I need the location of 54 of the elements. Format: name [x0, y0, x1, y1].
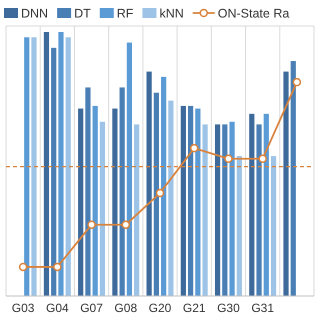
x-tick-label: G03: [12, 301, 35, 316]
bar: [92, 106, 98, 296]
bar: [180, 106, 186, 296]
bar: [58, 32, 64, 296]
bar: [270, 156, 276, 296]
bar: [112, 108, 118, 296]
bar: [236, 156, 242, 296]
bar: [134, 124, 140, 296]
bar: [146, 72, 152, 296]
bar: [249, 114, 254, 296]
x-tick-label: G07: [80, 301, 104, 316]
legend-label: RF: [116, 6, 134, 20]
x-tick-label: G08: [114, 301, 138, 316]
point: [224, 154, 233, 163]
point: [292, 78, 302, 86]
bar: [78, 108, 84, 296]
x-tick-label: G30: [217, 301, 240, 316]
legend-label: ON-State Ra: [218, 6, 290, 20]
bar: [161, 76, 166, 296]
bar: [154, 92, 159, 296]
bar: [202, 124, 208, 296]
bar: [195, 108, 200, 296]
bar: [229, 122, 235, 296]
x-tick-label: G04: [46, 301, 69, 316]
bar: [168, 100, 174, 296]
point: [258, 154, 267, 163]
bar: [51, 48, 56, 296]
bar: [290, 61, 296, 296]
bar: [188, 106, 194, 296]
point: [122, 220, 130, 229]
bar: [66, 37, 71, 296]
bar: [214, 124, 220, 296]
point: [156, 188, 164, 198]
point: [18, 262, 28, 272]
bar: [85, 87, 91, 296]
legend-label: DNN: [21, 6, 48, 20]
bar: [283, 72, 289, 296]
bar: [44, 32, 50, 296]
point: [190, 144, 198, 152]
bar: [126, 42, 132, 296]
bar: [120, 87, 125, 296]
legend-label: kNN: [159, 6, 184, 20]
point: [87, 220, 96, 229]
bar: [100, 122, 106, 296]
x-tick-label: G20: [148, 301, 172, 316]
bar: [256, 124, 262, 296]
x-tick-label: G31: [251, 301, 274, 316]
bar: [222, 124, 228, 296]
legend-label: DT: [74, 6, 92, 20]
bar: [24, 37, 30, 296]
bar: [264, 114, 269, 296]
bar: [31, 37, 37, 296]
point: [53, 262, 62, 272]
x-tick-label: G21: [182, 301, 206, 316]
